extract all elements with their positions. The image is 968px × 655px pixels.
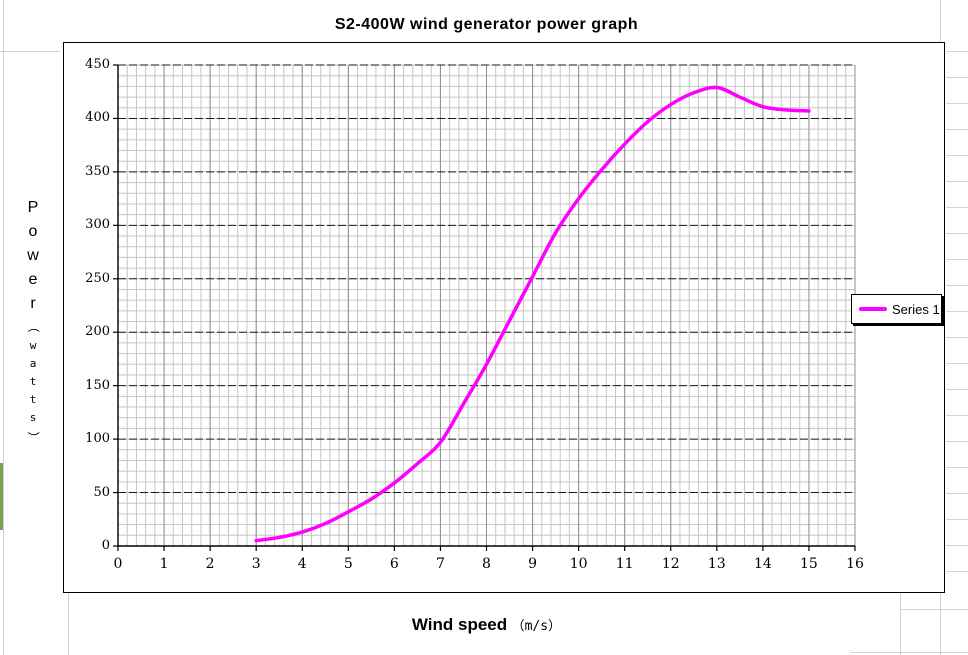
y-axis-unit-open-paren: （ <box>26 320 41 333</box>
y-tick-label: 300 <box>85 217 110 233</box>
sheet-gridline <box>940 0 941 42</box>
y-tick-label: 50 <box>93 484 110 500</box>
x-tick-label: 8 <box>482 556 491 572</box>
x-tick-label: 5 <box>343 556 353 572</box>
y-tick-label: 450 <box>85 57 110 72</box>
x-tick-label: 13 <box>707 556 726 572</box>
y-tick-label: 0 <box>101 538 110 553</box>
sheet-gridline <box>940 593 941 655</box>
chart-title: S2-400W wind generator power graph <box>334 16 639 33</box>
y-axis-title-letter: o <box>28 223 38 240</box>
x-tick-label: 6 <box>389 556 399 572</box>
sheet-gridline <box>850 652 968 653</box>
sheet-gridline <box>68 593 69 655</box>
x-axis-title-text: Wind speed <box>411 615 508 634</box>
y-axis-unit-close-paren: ） <box>26 431 41 444</box>
power-curve <box>254 85 811 543</box>
y-axis-title-letter: s <box>29 411 37 424</box>
x-tick-label: 11 <box>615 556 634 572</box>
sheet-gridline <box>900 593 901 655</box>
y-axis-title-letter: r <box>30 295 36 312</box>
y-axis-title-letter: t <box>29 393 37 406</box>
x-tick-label: 0 <box>113 556 123 572</box>
y-tick-label: 100 <box>85 431 110 447</box>
y-axis-title-letter: w <box>29 339 37 352</box>
x-tick-label: 9 <box>528 556 538 572</box>
chart-area[interactable]: 0 1 2 3 4 5 6 7 8 9 10 11 12 13 14 15 16 0 50 100 150 200 250 3… <box>63 42 945 593</box>
y-axis-title-letter: a <box>29 357 37 370</box>
x-tick-label: 2 <box>205 556 215 572</box>
x-tick-label: 10 <box>569 556 588 572</box>
y-tick-label: 200 <box>85 324 110 340</box>
x-tick-label: 4 <box>297 556 307 572</box>
sheet-gridline <box>3 0 4 655</box>
x-tick-label: 16 <box>846 556 864 572</box>
sheet-row-lines <box>946 51 968 592</box>
legend-series-line-sample <box>859 307 887 311</box>
x-tick-label: 7 <box>435 556 445 572</box>
y-tick-label: 350 <box>85 163 110 179</box>
y-tick-label: 250 <box>85 270 110 286</box>
x-tick-label: 1 <box>159 556 169 572</box>
power-curve-plot <box>113 64 856 551</box>
x-axis-title: Wind speed （m/s） <box>118 615 855 635</box>
plot-region: 0 1 2 3 4 5 6 7 8 9 10 11 12 13 14 15 16 0 50 100 150 200 250 3… <box>64 43 944 592</box>
x-tick-label: 15 <box>800 556 818 572</box>
y-axis-title-letter: w <box>27 247 39 264</box>
x-axis-title-unit: （m/s） <box>511 619 562 634</box>
legend[interactable]: Series 1 <box>851 294 942 324</box>
y-axis-title-letter: t <box>29 375 37 388</box>
green-accent-bar <box>0 463 3 530</box>
x-tick-label: 3 <box>251 556 261 572</box>
x-tick-label: 14 <box>753 556 772 572</box>
sheet-gridline <box>0 51 60 52</box>
legend-series-label: Series 1 <box>892 301 940 317</box>
y-axis-title-letter: P <box>27 199 39 216</box>
y-tick-label: 150 <box>85 377 110 393</box>
y-tick-label: 400 <box>85 110 110 126</box>
sheet-gridline <box>900 609 968 610</box>
x-tick-label: 12 <box>661 556 680 572</box>
y-axis-title-letter: e <box>28 271 38 288</box>
